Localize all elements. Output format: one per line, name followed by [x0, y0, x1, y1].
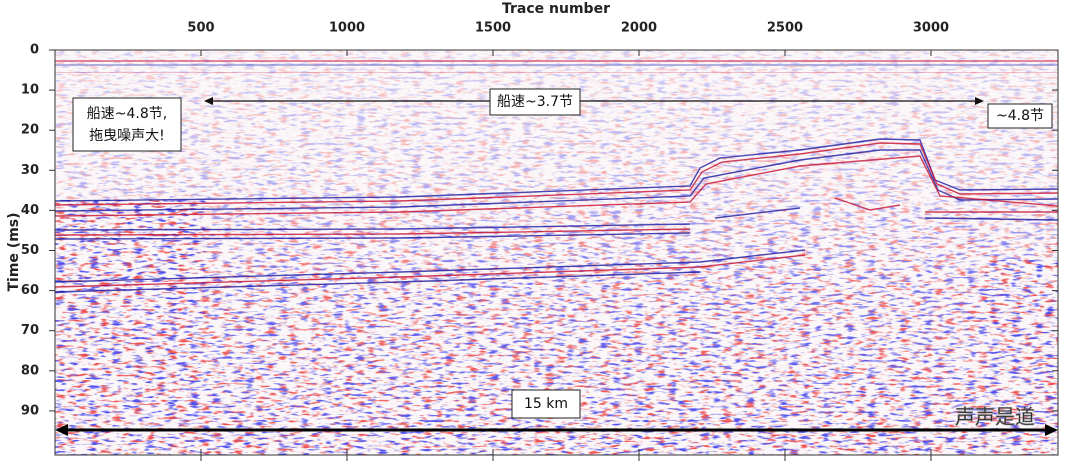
watermark: 声声是道 — [955, 405, 1035, 429]
annotation: ~4.8节 — [996, 108, 1044, 124]
plot-frame — [54, 49, 1059, 456]
y-tick-label: 10 — [21, 83, 39, 98]
annotation: 15 km — [524, 396, 568, 412]
annotation-box — [72, 97, 182, 152]
x-tick-label: 500 — [187, 21, 214, 36]
y-tick-label: 30 — [21, 163, 39, 178]
y-tick-label: 50 — [21, 243, 39, 258]
annotation: 船速~4.8节, — [87, 106, 167, 122]
y-tick-label: 80 — [21, 363, 39, 378]
y-tick-label: 0 — [30, 43, 39, 58]
y-tick-label: 70 — [21, 323, 39, 338]
x-tick-label: 1000 — [329, 21, 365, 36]
x-tick-label: 1500 — [475, 21, 511, 36]
y-tick-label: 40 — [21, 203, 39, 218]
x-tick-label: 2500 — [767, 21, 803, 36]
x-tick-label: 2000 — [621, 21, 657, 36]
annotation-box — [511, 389, 581, 419]
x-tick-label: 3000 — [913, 21, 949, 36]
annotation: 船速~3.7节 — [497, 94, 573, 110]
x-axis-title: Trace number — [502, 1, 610, 17]
seismic-image — [55, 50, 1058, 455]
annotation-box — [489, 88, 581, 116]
annotation-box — [987, 103, 1053, 129]
y-tick-label: 90 — [21, 403, 39, 418]
y-tick-label: 20 — [21, 123, 39, 138]
y-axis-title: Time (ms) — [6, 212, 22, 291]
y-tick-label: 60 — [21, 283, 39, 298]
annotation: 拖曳噪声大! — [89, 128, 165, 144]
